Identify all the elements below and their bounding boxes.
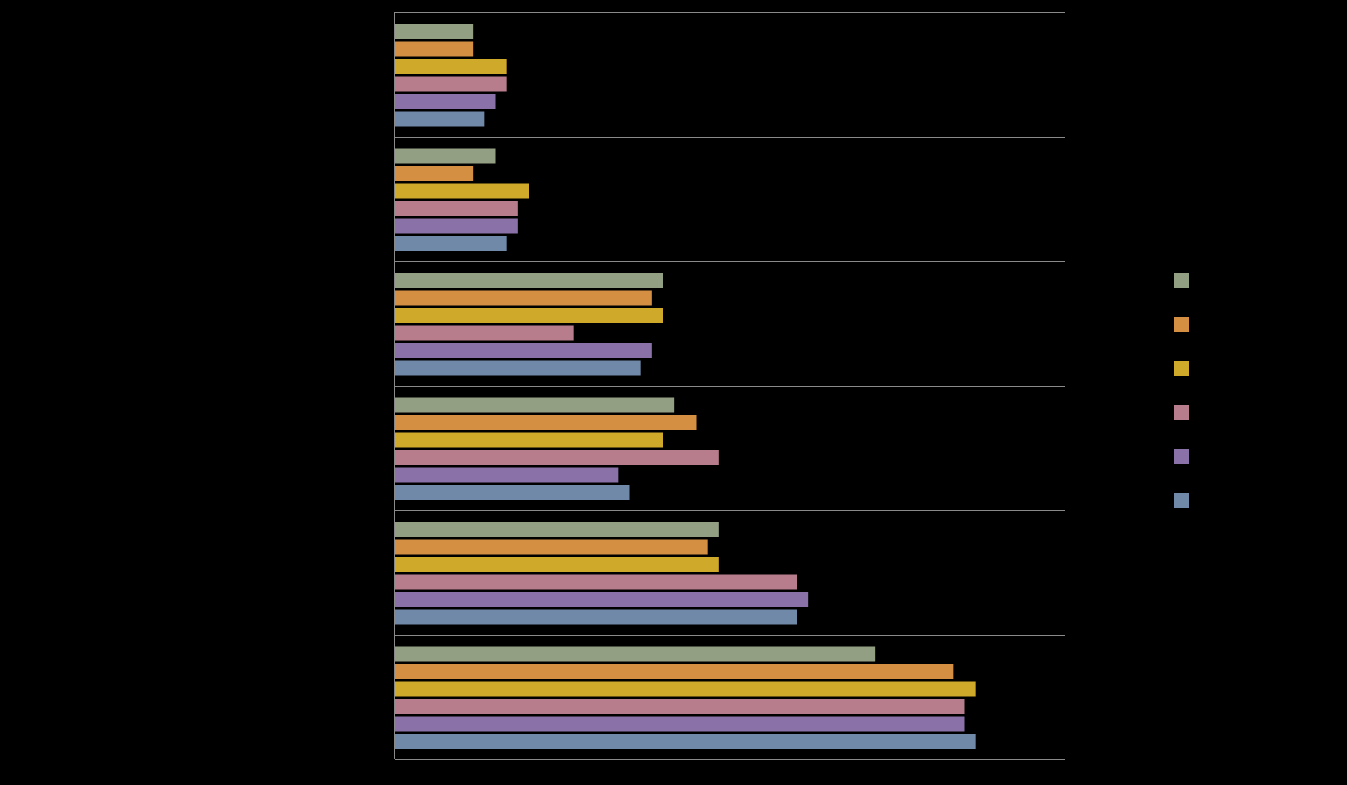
bar <box>395 699 965 714</box>
bar <box>395 574 797 590</box>
legend-swatch <box>1174 361 1189 376</box>
legend-swatch <box>1174 405 1189 420</box>
bar <box>395 236 507 251</box>
bar <box>395 646 876 662</box>
bar <box>395 716 965 732</box>
bar <box>395 94 496 109</box>
bar <box>395 592 809 607</box>
bar <box>395 397 675 413</box>
bar <box>395 201 518 216</box>
bar <box>395 166 474 181</box>
bar <box>395 273 663 288</box>
bar <box>395 308 663 323</box>
bar <box>395 24 474 39</box>
legend-swatch <box>1174 273 1189 288</box>
bar <box>395 734 976 749</box>
bar <box>395 557 719 572</box>
legend-swatch <box>1174 493 1189 508</box>
bar <box>395 183 529 199</box>
legend-swatch <box>1174 317 1189 332</box>
bar <box>395 450 719 465</box>
bar <box>395 290 652 306</box>
bar <box>395 59 507 74</box>
bar <box>395 76 507 92</box>
bar <box>395 415 697 430</box>
bar <box>395 467 619 483</box>
bar <box>395 360 641 376</box>
bar <box>395 539 708 555</box>
bar <box>395 432 663 448</box>
legend-swatch <box>1174 449 1189 464</box>
bar <box>395 681 976 697</box>
bar <box>395 325 574 341</box>
bar <box>395 41 474 57</box>
bar <box>395 111 485 127</box>
bar <box>395 148 496 164</box>
bar <box>395 522 719 537</box>
bar <box>395 664 954 679</box>
bar <box>395 218 518 234</box>
bar <box>395 485 630 500</box>
bar <box>395 343 652 358</box>
bar <box>395 609 797 625</box>
